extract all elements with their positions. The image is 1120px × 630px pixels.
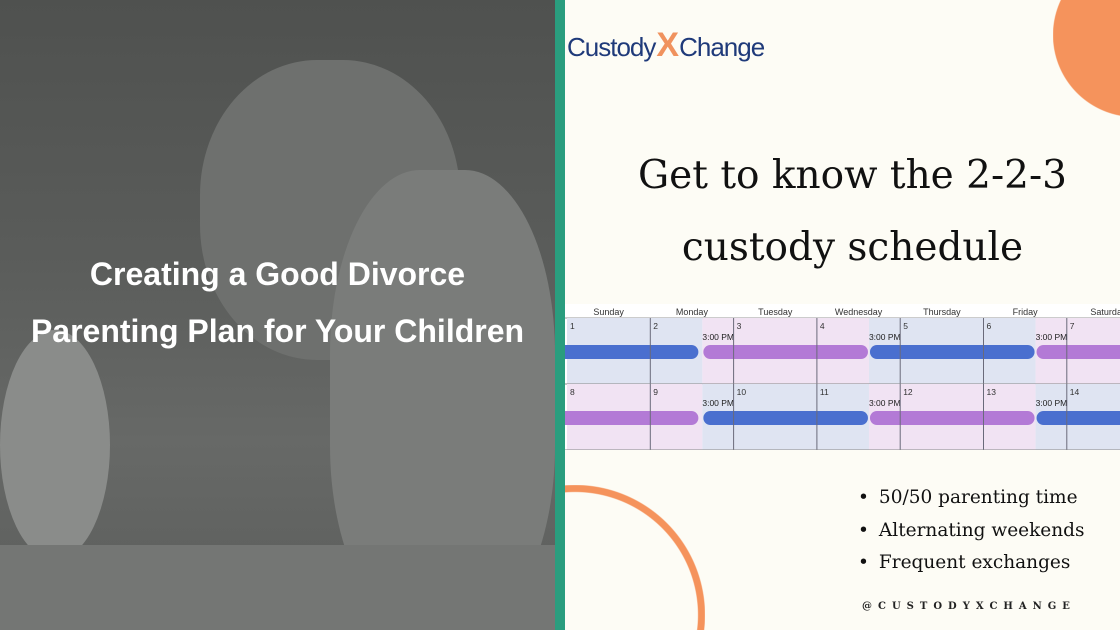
custody-bar-a <box>565 345 699 359</box>
date-number: 8 <box>570 387 575 397</box>
photo-table <box>0 545 555 630</box>
decor-circle <box>1053 0 1120 117</box>
left-title: Creating a Good Divorce Parenting Plan f… <box>30 256 525 349</box>
date-number: 5 <box>903 321 908 331</box>
custody-bar-b <box>565 411 699 425</box>
photo-child <box>0 330 110 560</box>
date-number: 7 <box>1070 321 1075 331</box>
date-number: 2 <box>653 321 658 331</box>
day-header: Saturday <box>1090 307 1120 317</box>
list-item: Frequent exchanges <box>858 547 1118 580</box>
date-number: 10 <box>737 387 747 397</box>
exchange-time: 3:00 PM <box>1036 398 1068 408</box>
date-number: 13 <box>987 387 997 397</box>
date-number: 4 <box>820 321 825 331</box>
custody-bar-b <box>1036 345 1120 359</box>
exchange-time: 3:00 PM <box>869 398 901 408</box>
feature-list: 50/50 parenting time Alternating weekend… <box>858 482 1118 580</box>
custody-bar-a <box>1036 411 1120 425</box>
day-header: Monday <box>676 307 709 317</box>
decor-ring <box>565 485 705 630</box>
day-header: Thursday <box>923 307 961 317</box>
photo-panel: Creating a Good Divorce Parenting Plan f… <box>0 0 555 630</box>
schedule-calendar: Sunday Monday Tuesday Wednesday Thursday Frid… <box>565 304 1120 450</box>
divider-strip <box>555 0 565 630</box>
exchange-time: 3:00 PM <box>702 398 734 408</box>
list-item: Alternating weekends <box>858 515 1118 548</box>
day-header: Friday <box>1013 307 1039 317</box>
custody-bar-a <box>869 345 1035 359</box>
exchange-time: 3:00 PM <box>1036 332 1068 342</box>
headline: Get to know the 2-2-3 custody schedule <box>638 153 1067 270</box>
date-number: 3 <box>737 321 742 331</box>
day-header: Sunday <box>593 307 624 317</box>
date-number: 12 <box>903 387 913 397</box>
logo: CustodyXChange <box>567 26 765 64</box>
list-item: 50/50 parenting time <box>858 482 1118 515</box>
custody-bar-a <box>703 411 868 425</box>
exchange-time: 3:00 PM <box>869 332 901 342</box>
exchange-time: 3:00 PM <box>702 332 734 342</box>
date-number: 14 <box>1070 387 1080 397</box>
custody-bar-b <box>869 411 1035 425</box>
date-number: 6 <box>987 321 992 331</box>
date-number: 11 <box>820 387 829 397</box>
day-header: Wednesday <box>835 307 883 317</box>
date-number: 1 <box>570 321 575 331</box>
custody-bar-b <box>703 345 868 359</box>
social-handle: @CUSTODYXCHANGE <box>862 601 1076 612</box>
day-header: Tuesday <box>758 307 793 317</box>
date-number: 9 <box>653 387 658 397</box>
